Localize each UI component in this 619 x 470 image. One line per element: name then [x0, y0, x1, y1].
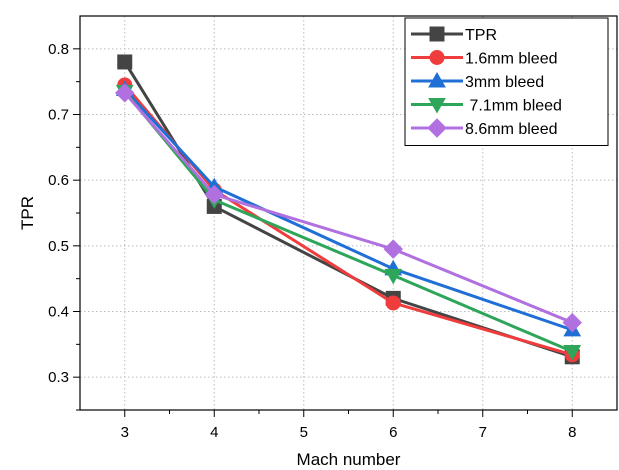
data-point [562, 312, 582, 333]
legend-marker [429, 26, 445, 42]
x-tick-label: 4 [210, 424, 218, 441]
legend-item: 1.6mm bleed [411, 50, 558, 68]
legend-marker [427, 118, 447, 138]
data-point [117, 54, 133, 70]
x-axis: 3 4 5 6 7 8 [121, 410, 576, 441]
y-axis-title: TPR [18, 196, 37, 230]
y-axis: 0.3 0.4 0.5 0.6 0.7 0.8 [48, 41, 80, 411]
legend: TPR 1.6mm bleed 3mm bleed 7.1mm bleed 8.6mm… [404, 17, 609, 146]
legend-label: TPR [465, 27, 497, 44]
x-axis-title: Mach number [297, 450, 401, 469]
legend-item: TPR [411, 26, 497, 44]
x-tick-label: 3 [121, 424, 129, 441]
legend-label: 3mm bleed [465, 74, 544, 91]
series-4 [115, 83, 582, 333]
legend-item: 8.6mm bleed [411, 118, 558, 138]
y-tick-label: 0.3 [48, 369, 69, 386]
legend-label: 8.6mm bleed [465, 121, 558, 138]
y-tick-label: 0.4 [48, 304, 69, 321]
x-tick-label: 8 [568, 424, 576, 441]
data-point [384, 268, 403, 285]
data-point [204, 184, 224, 205]
data-point [383, 239, 403, 259]
legend-marker [429, 50, 445, 65]
y-tick-label: 0.7 [48, 107, 69, 124]
series-line [123, 88, 573, 332]
x-tick-label: 7 [479, 424, 487, 441]
data-point [115, 83, 135, 103]
x-tick-label: 5 [300, 424, 308, 441]
data-point [563, 345, 582, 361]
grid [80, 16, 617, 410]
legend-label: 1.6mm bleed [465, 51, 558, 68]
y-tick-label: 0.8 [48, 41, 69, 58]
y-tick-label: 0.6 [48, 172, 69, 189]
legend-item: 3mm bleed [411, 71, 544, 91]
legend-marker [428, 71, 446, 88]
legend-item: 7.1mm bleed [411, 98, 562, 115]
x-tick-label: 6 [389, 424, 397, 441]
legend-label: 7.1mm bleed [465, 98, 562, 115]
legend-marker [428, 98, 446, 114]
data-point [385, 295, 401, 311]
series [115, 54, 582, 365]
y-tick-label: 0.5 [48, 238, 69, 255]
series-line [123, 91, 573, 325]
